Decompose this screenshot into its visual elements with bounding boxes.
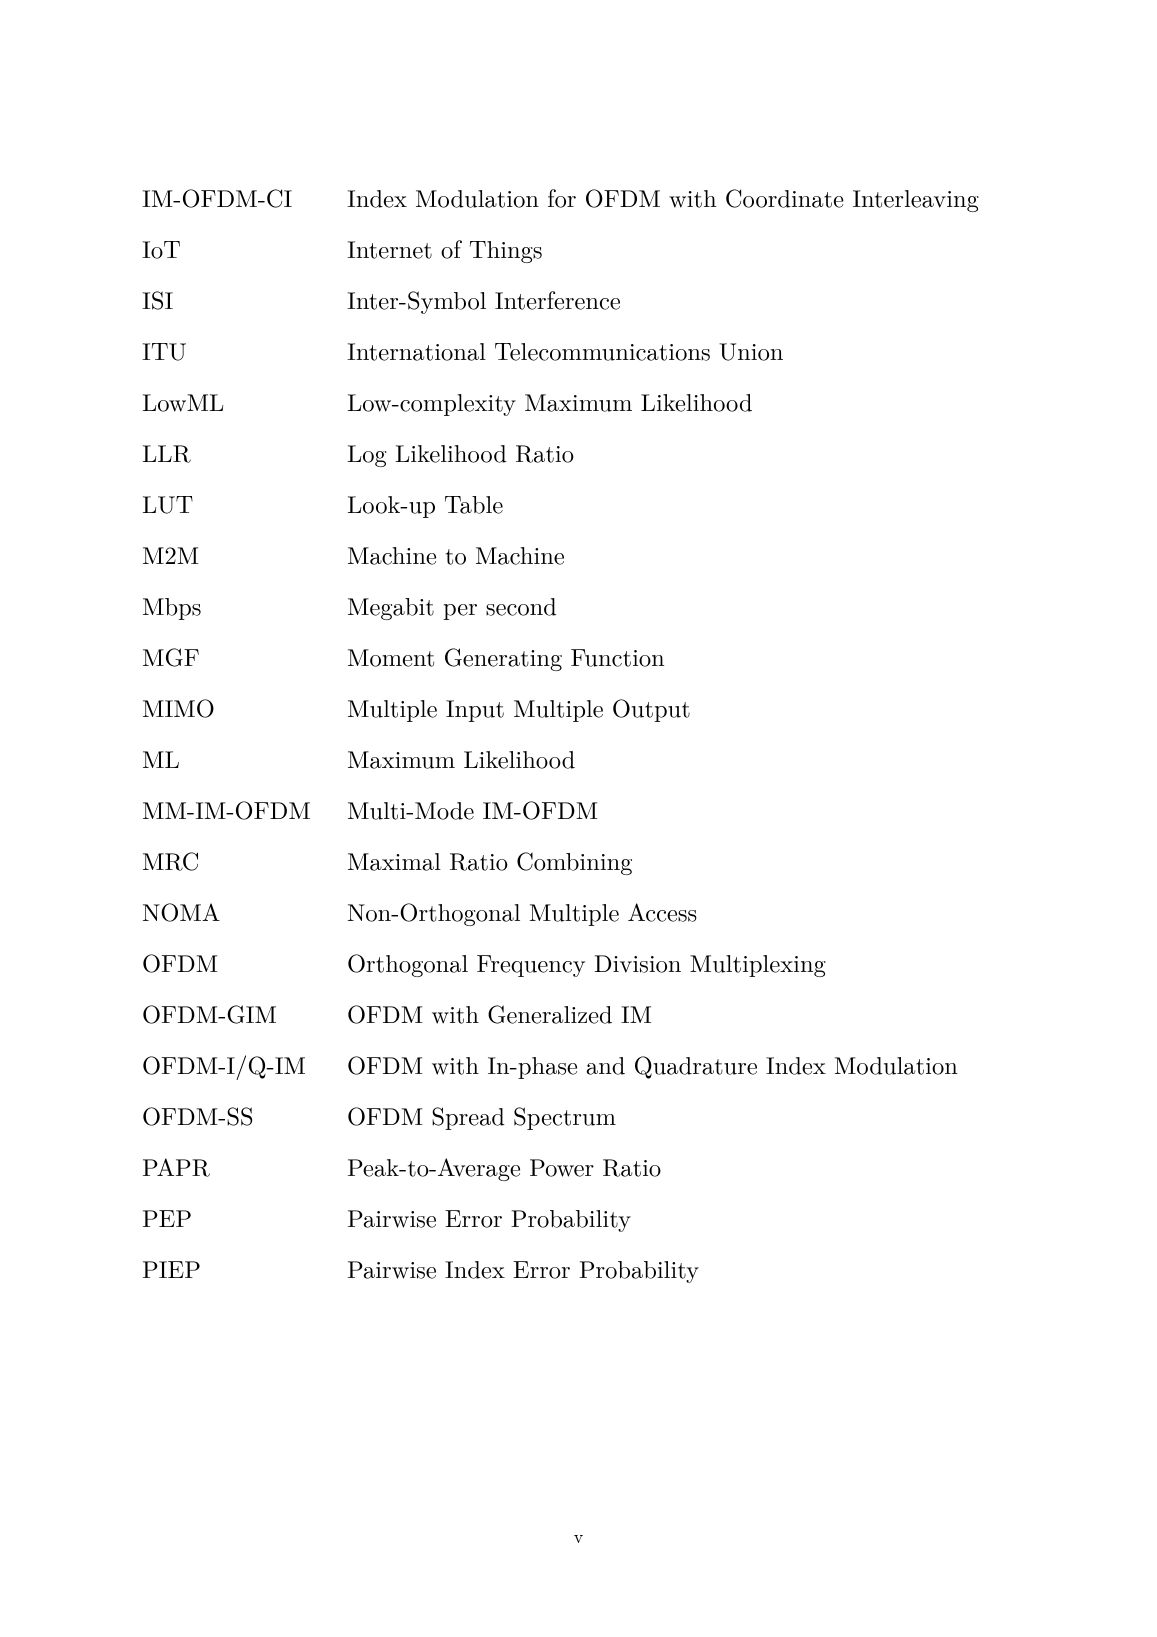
abbreviation-term: NOMA xyxy=(142,886,347,937)
abbreviation-term: LLR xyxy=(142,427,347,478)
abbreviation-term: MIMO xyxy=(142,682,347,733)
abbreviation-definition: Inter-Symbol Interference xyxy=(347,274,1015,325)
abbreviation-term: OFDM xyxy=(142,937,347,988)
abbreviation-definition: Peak-to-Average Power Ratio xyxy=(347,1141,1015,1192)
abbreviation-term: ML xyxy=(142,733,347,784)
abbreviation-entry: LLR Log Likelihood Ratio xyxy=(142,427,1015,478)
abbreviation-definition: International Telecommunications Union xyxy=(347,325,1015,376)
abbreviations-list: IM-OFDM-CI Index Modulation for OFDM wit… xyxy=(0,0,1157,1294)
abbreviation-definition: Pairwise Index Error Probability xyxy=(347,1243,1015,1294)
abbreviation-term: M2M xyxy=(142,529,347,580)
abbreviation-term: IoT xyxy=(142,223,347,274)
abbreviation-entry: LowML Low-complexity Maximum Likelihood xyxy=(142,376,1015,427)
abbreviation-definition: OFDM Spread Spectrum xyxy=(347,1090,1015,1141)
abbreviation-definition: Machine to Machine xyxy=(347,529,1015,580)
abbreviation-entry: MGF Moment Generating Function xyxy=(142,631,1015,682)
abbreviation-entry: NOMA Non-Orthogonal Multiple Access xyxy=(142,886,1015,937)
abbreviation-entry: Mbps Megabit per second xyxy=(142,580,1015,631)
abbreviation-term: IM-OFDM-CI xyxy=(142,172,347,223)
abbreviation-definition: Internet of Things xyxy=(347,223,1015,274)
abbreviation-term: MM-IM-OFDM xyxy=(142,784,347,835)
abbreviation-entry: M2M Machine to Machine xyxy=(142,529,1015,580)
abbreviation-term: PEP xyxy=(142,1192,347,1243)
abbreviation-term: LowML xyxy=(142,376,347,427)
abbreviation-term: ITU xyxy=(142,325,347,376)
abbreviation-entry: OFDM-SS OFDM Spread Spectrum xyxy=(142,1090,1015,1141)
abbreviation-entry: LUT Look-up Table xyxy=(142,478,1015,529)
abbreviation-term: OFDM-GIM xyxy=(142,988,347,1039)
abbreviation-definition: Multi-Mode IM-OFDM xyxy=(347,784,1015,835)
abbreviation-term: OFDM-SS xyxy=(142,1090,347,1141)
abbreviation-definition: Look-up Table xyxy=(347,478,1015,529)
abbreviation-term: LUT xyxy=(142,478,347,529)
abbreviation-term: PAPR xyxy=(142,1141,347,1192)
abbreviation-term: OFDM-I/Q-IM xyxy=(142,1039,347,1090)
abbreviation-entry: PAPR Peak-to-Average Power Ratio xyxy=(142,1141,1015,1192)
abbreviation-definition: Low-complexity Maximum Likelihood xyxy=(347,376,1015,427)
abbreviation-definition: Orthogonal Frequency Division Multiplexi… xyxy=(347,937,1015,988)
abbreviation-entry: OFDM-I/Q-IM OFDM with In-phase and Quadr… xyxy=(142,1039,1015,1090)
abbreviation-entry: IoT Internet of Things xyxy=(142,223,1015,274)
abbreviation-term: MGF xyxy=(142,631,347,682)
abbreviation-definition: OFDM with In-phase and Quadrature Index … xyxy=(347,1039,1015,1090)
abbreviation-entry: PIEP Pairwise Index Error Probability xyxy=(142,1243,1015,1294)
abbreviation-definition: OFDM with Generalized IM xyxy=(347,988,1015,1039)
abbreviation-entry: MRC Maximal Ratio Combining xyxy=(142,835,1015,886)
abbreviation-entry: IM-OFDM-CI Index Modulation for OFDM wit… xyxy=(142,172,1015,223)
abbreviation-term: MRC xyxy=(142,835,347,886)
abbreviation-definition: Non-Orthogonal Multiple Access xyxy=(347,886,1015,937)
abbreviation-term: ISI xyxy=(142,274,347,325)
abbreviation-definition: Log Likelihood Ratio xyxy=(347,427,1015,478)
abbreviation-definition: Maximal Ratio Combining xyxy=(347,835,1015,886)
abbreviation-definition: Maximum Likelihood xyxy=(347,733,1015,784)
abbreviation-definition: Moment Generating Function xyxy=(347,631,1015,682)
abbreviation-term: PIEP xyxy=(142,1243,347,1294)
abbreviation-definition: Pairwise Error Probability xyxy=(347,1192,1015,1243)
abbreviation-definition: Multiple Input Multiple Output xyxy=(347,682,1015,733)
abbreviation-definition: Index Modulation for OFDM with Coordinat… xyxy=(347,172,1015,223)
abbreviation-entry: ITU International Telecommunications Uni… xyxy=(142,325,1015,376)
abbreviation-entry: OFDM Orthogonal Frequency Division Multi… xyxy=(142,937,1015,988)
abbreviation-term: Mbps xyxy=(142,580,347,631)
abbreviation-definition: Megabit per second xyxy=(347,580,1015,631)
abbreviation-entry: MIMO Multiple Input Multiple Output xyxy=(142,682,1015,733)
abbreviation-entry: ML Maximum Likelihood xyxy=(142,733,1015,784)
page-number: v xyxy=(0,1524,1157,1549)
abbreviation-entry: PEP Pairwise Error Probability xyxy=(142,1192,1015,1243)
abbreviation-entry: MM-IM-OFDM Multi-Mode IM-OFDM xyxy=(142,784,1015,835)
abbreviation-entry: ISI Inter-Symbol Interference xyxy=(142,274,1015,325)
abbreviation-entry: OFDM-GIM OFDM with Generalized IM xyxy=(142,988,1015,1039)
